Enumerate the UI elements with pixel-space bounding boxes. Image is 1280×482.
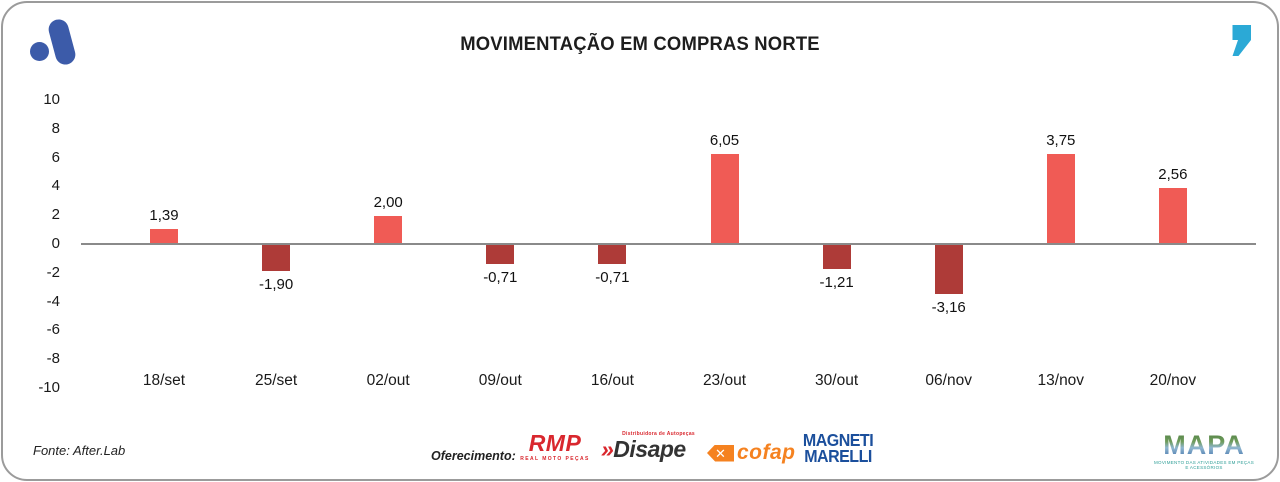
x-axis-label: 16/out [590,372,634,389]
x-axis-label: 18/set [142,372,186,389]
y-axis-tick: -4 [46,292,60,310]
bar-value-label: 2,00 [373,194,403,212]
magneti-marelli-line1: MAGNETI [802,431,874,451]
y-axis-tick: 4 [51,177,60,195]
x-axis-label: 02/out [366,372,410,389]
bar-value-label: 2,56 [1158,166,1188,184]
bar [1046,154,1075,243]
disape-logo-text: »Disape [601,437,701,461]
source-note: Fonte: After.Lab [33,443,126,458]
afterlab-logo-icon [28,17,83,68]
mapa-logo-text: MAPA [1154,431,1254,459]
y-axis-tick: 8 [51,119,60,137]
bar [934,245,963,294]
x-axis-line [81,243,1256,245]
y-axis-tick: -2 [46,263,60,281]
bar [598,245,627,265]
disape-logo: Distribuidora de Autopeças »Disape [601,431,701,461]
mapa-logo-subtitle: MOVIMENTO DAS ATIVIDADES EM PEÇAS E ACES… [1154,460,1255,470]
x-axis-label: 09/out [478,372,522,389]
y-axis-tick: -8 [46,350,60,368]
x-axis-label: 25/set [254,372,298,389]
bar-value-label: -1,90 [258,275,294,293]
bar-value-label: 3,75 [1046,132,1076,150]
rmp-logo-text: RMP [528,430,582,456]
sponsorship-label: Oferecimento: [431,449,516,463]
bar [262,245,291,271]
disape-logo-tagline: Distribuidora de Autopeças [622,431,695,437]
bar [486,245,515,264]
afterlab-logo-dot [30,42,49,61]
bar [150,228,178,243]
bar [374,216,403,243]
bar-value-label: -3,16 [931,298,966,316]
bar [1158,188,1187,243]
y-axis-tick: 0 [51,235,60,252]
x-axis-label: 23/out [702,372,747,389]
cofap-x-icon: ✕ [707,444,734,462]
y-axis-tick: -10 [38,379,60,396]
cofap-logo: ✕ cofap [707,441,796,465]
bar-value-label: -0,71 [595,269,630,287]
disape-logo-chevrons: » [601,436,614,462]
magneti-marelli-logo: MAGNETI MARELLI [802,431,874,467]
bar-value-label: -1,21 [819,273,854,291]
bar [822,245,851,269]
magneti-marelli-line2: MARELLI [804,447,872,467]
disape-logo-name: Disape [613,436,686,462]
bar-value-label: -0,71 [483,268,518,286]
rmp-logo: RMP REAL MOTO PEÇAS [519,430,591,463]
x-axis-label: 06/nov [925,372,972,389]
chart-title: MOVIMENTAÇÃO EM COMPRAS NORTE [460,34,820,55]
mapa-logo: MAPA MOVIMENTO DAS ATIVIDADES EM PEÇAS E… [1154,431,1254,470]
rmp-logo-subtitle: REAL MOTO PEÇAS [520,456,590,462]
x-axis-label: 13/nov [1037,372,1085,389]
y-axis-tick: 2 [51,206,60,224]
bar-value-label: 6,05 [709,132,740,150]
bar [710,154,739,243]
y-axis-tick: 10 [43,91,60,108]
bar-value-label: 1,39 [149,206,179,224]
cofap-logo-text: cofap [737,441,796,464]
y-axis-tick: 6 [51,148,60,166]
quote-icon [1232,25,1251,56]
x-axis-label: 20/nov [1149,372,1197,389]
y-axis-tick: -6 [46,321,60,339]
x-axis-label: 30/out [815,372,859,389]
